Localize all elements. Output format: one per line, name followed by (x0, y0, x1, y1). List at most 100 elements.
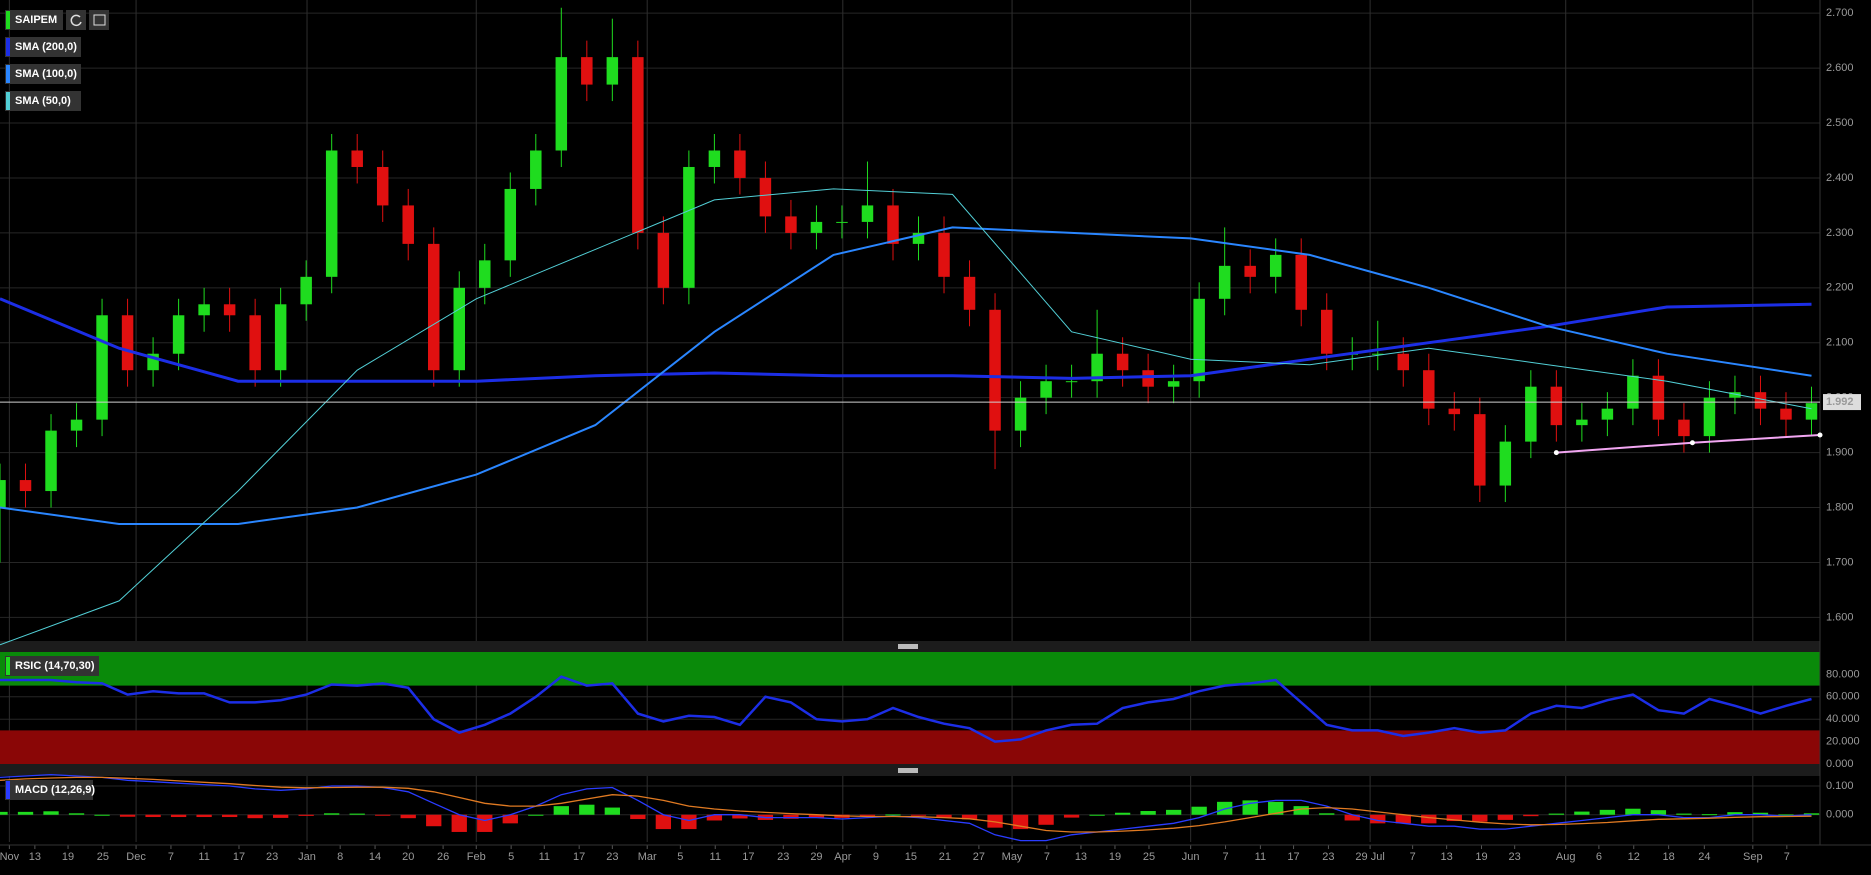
candle-body (1065, 381, 1078, 383)
histogram-bar (1089, 814, 1105, 816)
overbought-zone (0, 652, 1820, 686)
divider-handle[interactable] (898, 644, 918, 649)
candle-body (1627, 375, 1639, 409)
y-tick-label: 2.500 (1826, 117, 1854, 129)
histogram-bar (426, 814, 442, 827)
histogram-bar (1421, 814, 1437, 824)
x-tick-label: 14 (369, 851, 381, 863)
histogram-bar (1344, 814, 1360, 821)
legend-swatch (6, 11, 10, 29)
x-tick-label: 11 (539, 851, 550, 863)
x-tick-label: 17 (573, 851, 585, 863)
candle-body (325, 150, 338, 277)
x-tick-label: 13 (29, 851, 41, 863)
candle-body (1754, 392, 1767, 409)
legend-box[interactable] (5, 780, 93, 800)
histogram-bar (221, 814, 238, 818)
histogram-bar (936, 814, 952, 818)
x-tick-label: 12 (1628, 851, 1640, 863)
histogram-bar (1599, 809, 1616, 815)
legend-label: SAIPEM (15, 14, 57, 26)
histogram-bar (1038, 814, 1054, 825)
histogram-bar (17, 811, 34, 815)
histogram-bar (1778, 814, 1794, 816)
candle-body (70, 419, 83, 431)
y-tick-label: 80.000 (1826, 668, 1860, 680)
candle-body (96, 315, 108, 420)
histogram-bar (1293, 806, 1309, 815)
histogram-bar (1701, 814, 1718, 816)
candle-body (1218, 265, 1231, 299)
x-tick-label: 11 (710, 851, 721, 863)
candle-body (1423, 370, 1435, 409)
candle-body (1678, 419, 1690, 437)
candle-body (402, 205, 414, 244)
histogram-bar (1063, 814, 1080, 818)
legend: SAIPEM SMA (200,0)SMA (100,0)SMA (50,0) … (5, 10, 109, 800)
candle-body (274, 304, 287, 371)
candle-body (632, 57, 644, 233)
rsi-line (0, 675, 1812, 743)
x-tick-label: 23 (1322, 851, 1334, 863)
legend-box[interactable] (5, 10, 63, 30)
x-tick-label: Aug (1556, 851, 1576, 863)
histogram-bar (528, 814, 544, 816)
histogram-bar (1140, 811, 1156, 815)
x-tick-label: 23 (1509, 851, 1521, 863)
x-tick-label: 7 (1222, 851, 1228, 863)
candle-body (453, 287, 465, 371)
candle-body (45, 430, 57, 492)
refresh-button[interactable] (66, 10, 86, 30)
candle-body (198, 304, 210, 316)
x-tick-label: 19 (1475, 851, 1487, 863)
histogram-bar (1727, 812, 1743, 815)
histogram-bar (1574, 811, 1590, 815)
histogram-bar (273, 814, 289, 818)
candle-body (427, 243, 440, 371)
candle-body (759, 177, 772, 217)
x-tick-label: 26 (437, 851, 449, 863)
macd-line (0, 776, 1812, 833)
legend-label: MACD (12,26,9) (15, 784, 95, 796)
candle-body (1576, 419, 1588, 426)
candle-body (19, 480, 32, 492)
x-tick-label: 23 (606, 851, 618, 863)
x-tick-label: May (1002, 851, 1023, 863)
candle-body (581, 57, 593, 85)
x-tick-label: Jun (1182, 851, 1200, 863)
candle-body (1116, 353, 1129, 371)
histogram-bar (94, 814, 110, 816)
x-tick-label: 25 (97, 851, 109, 863)
candle-body (1269, 254, 1282, 277)
candle-body (172, 315, 185, 354)
x-tick-label: 23 (266, 851, 278, 863)
histogram-bar (1114, 812, 1131, 815)
x-tick-label: 7 (1044, 851, 1050, 863)
legend-box[interactable] (5, 37, 81, 57)
y-tick-label: 2.200 (1826, 282, 1854, 294)
candle-body (1295, 254, 1307, 310)
histogram-bar (170, 814, 187, 818)
histogram-bar (1472, 814, 1488, 822)
candle-body (734, 150, 746, 178)
legend-swatch (6, 657, 10, 675)
candle-body (1244, 265, 1256, 277)
candle-body (1320, 309, 1333, 354)
candle-body (1474, 414, 1486, 486)
candle-body (1372, 353, 1384, 355)
x-tick-label: 24 (1698, 851, 1710, 863)
histogram-bar (247, 814, 263, 819)
legend-box[interactable] (5, 91, 81, 111)
oversold-zone (0, 730, 1820, 764)
candle-body (479, 260, 491, 288)
x-tick-label: 18 (1662, 851, 1674, 863)
divider-handle[interactable] (898, 768, 918, 773)
legend-box[interactable] (5, 656, 99, 676)
legend-box[interactable] (5, 64, 81, 84)
histogram-bar (145, 814, 161, 818)
histogram-bar (0, 811, 8, 815)
x-tick-label: 27 (973, 851, 985, 863)
settings-button[interactable] (89, 10, 109, 30)
histogram-bar (196, 814, 212, 818)
